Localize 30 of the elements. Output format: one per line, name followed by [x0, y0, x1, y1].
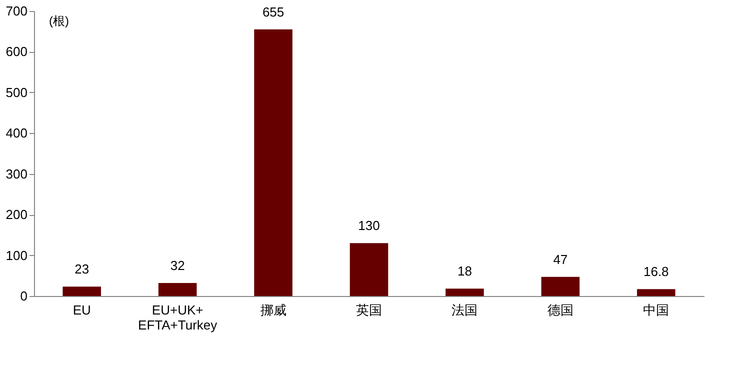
bar [637, 289, 676, 296]
x-tick-label: 中国 [643, 302, 670, 318]
x-tick-label: 挪威 [260, 302, 286, 318]
y-tick-label: 0 [20, 288, 28, 304]
data-label: 130 [358, 218, 380, 234]
y-tick-label: 300 [6, 166, 28, 182]
bar [254, 29, 292, 296]
bar [62, 286, 101, 296]
x-tick-label: EU [72, 302, 91, 318]
x-tick-label: 英国 [356, 302, 382, 318]
y-tick-label: 500 [6, 84, 28, 100]
bar [350, 243, 388, 296]
data-label: 655 [262, 4, 284, 20]
bar [541, 276, 580, 296]
y-tick-label: 100 [6, 248, 28, 263]
x-tick-label: 法国 [452, 302, 478, 318]
bar [158, 282, 197, 296]
bar [446, 288, 484, 296]
x-tick-label: 德国 [547, 302, 574, 318]
y-tick-label: 200 [6, 207, 28, 222]
x-tick-label: EU+UK+ EFTA+Turkey [138, 302, 218, 332]
y-tick-label: 600 [6, 44, 28, 60]
y-tick-label: 700 [6, 4, 28, 18]
data-label: 32 [170, 258, 185, 273]
data-label: 18 [457, 264, 472, 279]
data-label: 16.8 [643, 264, 669, 280]
annotation: (根) [49, 14, 69, 28]
y-tick-label: 400 [6, 126, 28, 141]
data-label: 47 [553, 252, 568, 267]
data-label: 23 [74, 262, 90, 277]
